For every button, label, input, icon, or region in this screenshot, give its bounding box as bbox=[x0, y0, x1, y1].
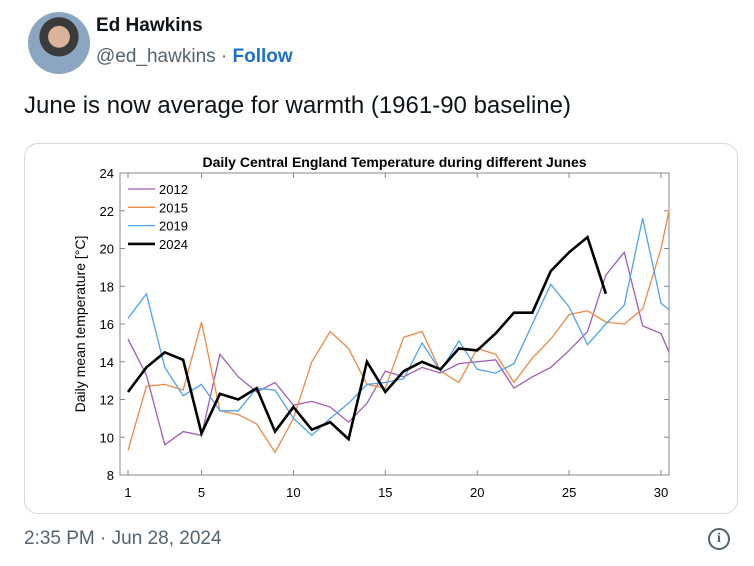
y-tick-label: 20 bbox=[100, 242, 114, 257]
y-tick-label: 8 bbox=[107, 468, 114, 483]
avatar[interactable] bbox=[28, 12, 90, 74]
y-tick-label: 24 bbox=[100, 166, 114, 181]
x-tick-label: 20 bbox=[470, 485, 484, 500]
legend-label-2024: 2024 bbox=[159, 237, 188, 252]
series-line-2024 bbox=[126, 234, 608, 442]
follow-button[interactable]: Follow bbox=[232, 46, 293, 67]
x-tick-label: 15 bbox=[378, 485, 392, 500]
x-tick-label: 10 bbox=[286, 485, 300, 500]
y-tick-label: 22 bbox=[100, 204, 114, 219]
chart-title: Daily Central England Temperature during… bbox=[202, 154, 586, 170]
tweet-text: June is now average for warmth (1961-90 … bbox=[24, 92, 571, 119]
author-name[interactable]: Ed Hawkins bbox=[96, 15, 203, 36]
tweet-timestamp[interactable]: 2:35 PM · Jun 28, 2024 bbox=[24, 528, 222, 549]
author-handle[interactable]: @ed_hawkins bbox=[96, 46, 216, 67]
series-line-2015 bbox=[127, 207, 669, 454]
x-tick-label: 5 bbox=[198, 485, 205, 500]
y-tick-label: 18 bbox=[100, 279, 114, 294]
y-tick-label: 10 bbox=[100, 430, 114, 445]
x-tick-label: 1 bbox=[124, 485, 131, 500]
y-axis-label: Daily mean temperature [°C] bbox=[72, 236, 88, 413]
y-tick-label: 16 bbox=[100, 317, 114, 332]
x-tick-label: 25 bbox=[562, 485, 576, 500]
legend-label-2015: 2015 bbox=[159, 200, 188, 215]
chart-card[interactable]: 8 10 12 14 16 18 20 22 24 1 5 10 15 20 25 30 Daily Centr… bbox=[24, 143, 738, 514]
author-handle-line: @ed_hawkins · Follow bbox=[96, 46, 293, 68]
info-icon[interactable]: i bbox=[708, 528, 730, 550]
series-line-2012 bbox=[127, 250, 669, 446]
x-tick-label: 30 bbox=[654, 485, 668, 500]
y-tick-label: 12 bbox=[100, 393, 114, 408]
y-tick-label: 14 bbox=[100, 355, 114, 370]
separator: · bbox=[215, 46, 233, 67]
legend-label-2019: 2019 bbox=[159, 219, 188, 234]
series-line-2019 bbox=[127, 218, 669, 437]
legend-label-2012: 2012 bbox=[159, 182, 188, 197]
